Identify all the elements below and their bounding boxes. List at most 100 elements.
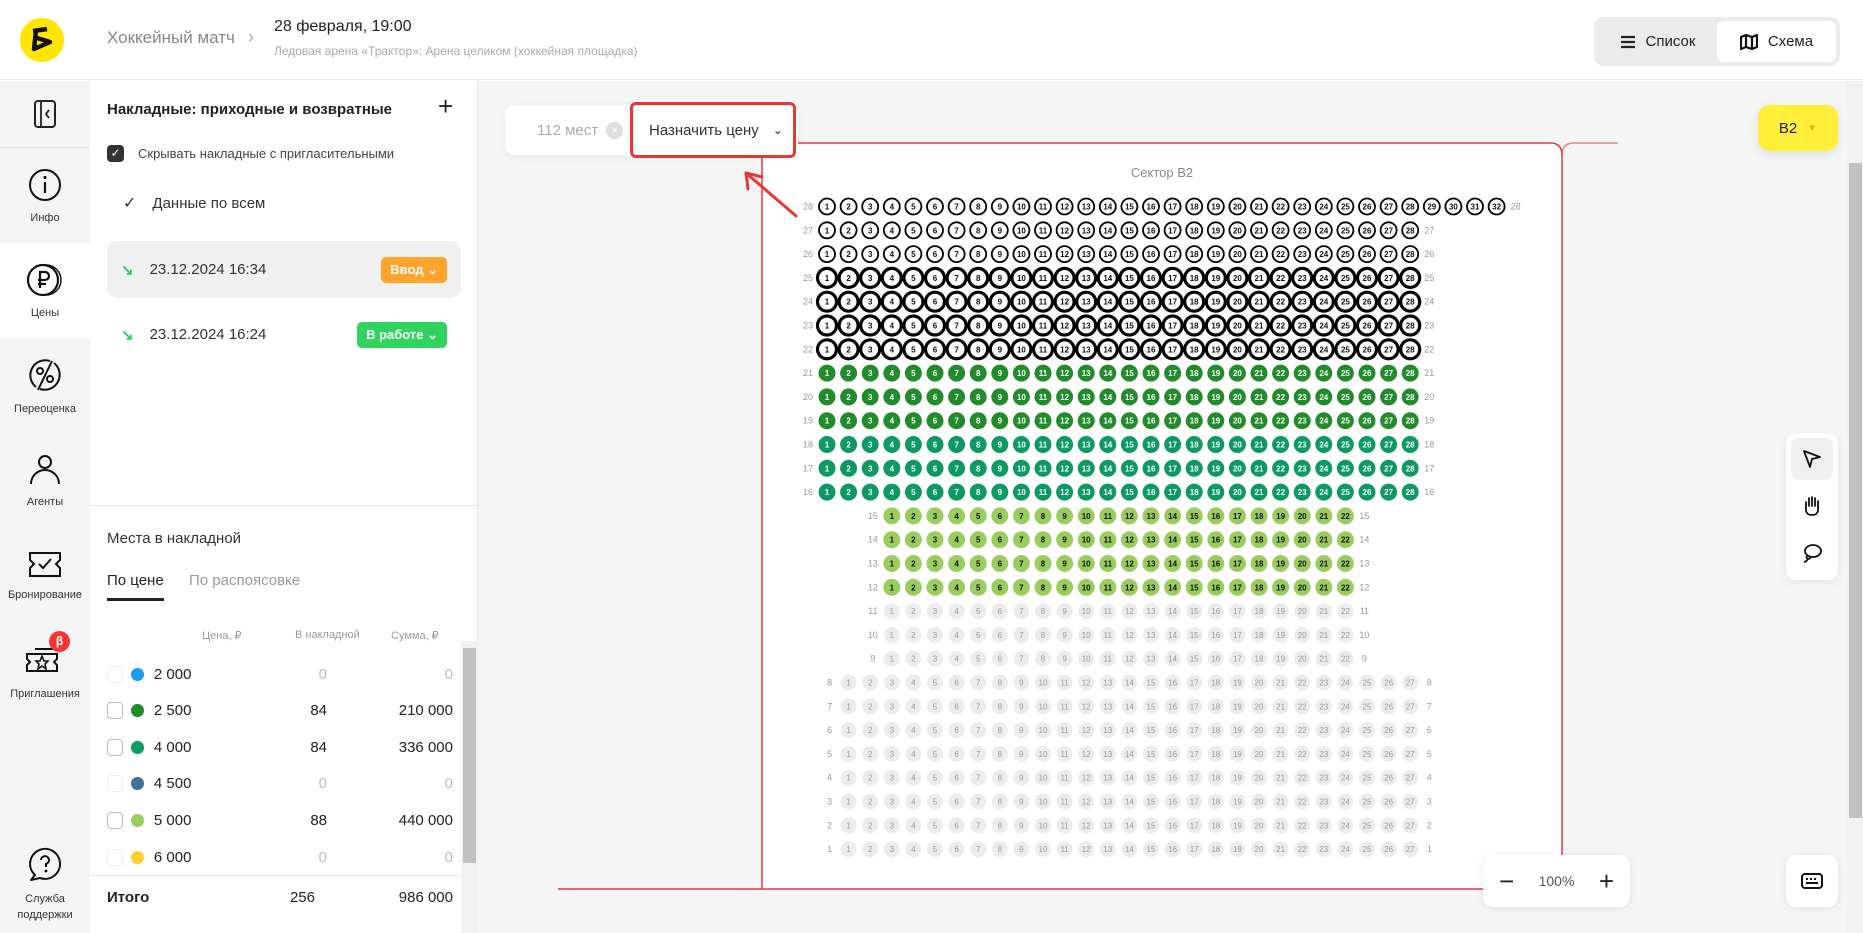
seat[interactable] xyxy=(1380,483,1398,501)
price-row-checkbox[interactable] xyxy=(107,702,124,720)
seat[interactable] xyxy=(1228,436,1246,453)
seat[interactable] xyxy=(1077,364,1095,382)
seat[interactable] xyxy=(1075,338,1098,361)
seat[interactable] xyxy=(1272,483,1290,501)
price-row[interactable]: 5 000 88 440 000 xyxy=(107,805,453,835)
seat[interactable] xyxy=(1251,745,1267,762)
seat[interactable] xyxy=(1164,674,1181,691)
seat[interactable] xyxy=(926,507,944,525)
seat[interactable] xyxy=(1399,290,1422,313)
seat[interactable] xyxy=(1293,436,1311,453)
keyboard-shortcuts-button[interactable] xyxy=(1786,855,1838,907)
seat[interactable] xyxy=(1207,817,1224,834)
seat[interactable] xyxy=(969,459,987,477)
seat[interactable] xyxy=(1294,603,1311,620)
seat[interactable] xyxy=(815,314,839,337)
seat[interactable] xyxy=(1401,412,1419,430)
seat[interactable] xyxy=(1186,626,1203,643)
seat[interactable] xyxy=(904,412,922,430)
seat[interactable] xyxy=(1204,266,1227,289)
seat[interactable] xyxy=(1121,603,1138,620)
seat[interactable] xyxy=(1228,412,1246,430)
seat[interactable] xyxy=(1379,245,1398,264)
seat[interactable] xyxy=(1251,841,1267,858)
price-row[interactable]: 2 500 84 210 000 xyxy=(107,696,453,726)
seat[interactable] xyxy=(1077,555,1095,572)
seat[interactable] xyxy=(1358,412,1376,430)
seat[interactable] xyxy=(1098,245,1117,264)
seat[interactable] xyxy=(1293,364,1311,382)
seat[interactable] xyxy=(902,314,925,337)
seat[interactable] xyxy=(945,338,968,361)
seat[interactable] xyxy=(926,388,944,406)
seat[interactable] xyxy=(1053,314,1076,337)
seat[interactable] xyxy=(1056,531,1074,549)
seat[interactable] xyxy=(948,459,966,477)
seat[interactable] xyxy=(1143,817,1159,834)
seat[interactable] xyxy=(948,722,965,739)
seat[interactable] xyxy=(1013,841,1030,858)
seat[interactable] xyxy=(1078,817,1095,834)
seat[interactable] xyxy=(1034,388,1052,406)
seat[interactable] xyxy=(948,674,965,691)
seat[interactable] xyxy=(1207,841,1224,858)
seat[interactable] xyxy=(1142,221,1160,240)
seat[interactable] xyxy=(883,674,900,691)
assign-price-dropdown[interactable]: Назначить цену ⌄ xyxy=(630,102,796,158)
seat[interactable] xyxy=(1229,698,1246,715)
seat[interactable] xyxy=(1142,388,1160,406)
seat[interactable] xyxy=(991,578,1009,596)
seat[interactable] xyxy=(883,507,901,525)
sidebar-item-revaluation[interactable]: Переоценка xyxy=(0,338,90,433)
seat[interactable] xyxy=(1334,338,1357,361)
seat[interactable] xyxy=(1013,745,1030,762)
seat[interactable] xyxy=(1291,266,1314,289)
seat[interactable] xyxy=(948,841,965,858)
seat[interactable] xyxy=(1186,745,1203,762)
price-row[interactable]: 6 000 0 0 xyxy=(107,842,453,872)
seat[interactable] xyxy=(1380,364,1398,382)
seat[interactable] xyxy=(1315,364,1333,382)
seat[interactable] xyxy=(1229,674,1246,691)
seat[interactable] xyxy=(1272,745,1289,762)
seat[interactable] xyxy=(1163,221,1182,240)
seat[interactable] xyxy=(948,626,965,643)
seat[interactable] xyxy=(1379,197,1398,216)
seat[interactable] xyxy=(1186,650,1203,667)
seat[interactable] xyxy=(1099,603,1116,620)
seat[interactable] xyxy=(1185,531,1203,549)
seat[interactable] xyxy=(1228,459,1246,477)
seat[interactable] xyxy=(1031,266,1055,289)
seat[interactable] xyxy=(1269,338,1292,361)
seat[interactable] xyxy=(1380,412,1398,430)
seat[interactable] xyxy=(840,722,857,739)
all-data-item[interactable]: ✓ Данные по всем xyxy=(123,193,265,213)
seat[interactable] xyxy=(1207,793,1224,810)
seat[interactable] xyxy=(1315,388,1333,406)
seat[interactable] xyxy=(1142,364,1160,382)
seat[interactable] xyxy=(1185,578,1203,596)
seat[interactable] xyxy=(880,290,903,313)
seat[interactable] xyxy=(1336,221,1355,240)
select-tool-button[interactable] xyxy=(1791,438,1833,480)
seat[interactable] xyxy=(1206,245,1225,264)
seat[interactable] xyxy=(1012,388,1030,406)
seat[interactable] xyxy=(1250,531,1268,549)
seat[interactable] xyxy=(1207,531,1225,549)
seat[interactable] xyxy=(1334,266,1357,289)
seat[interactable] xyxy=(1099,578,1117,596)
seat[interactable] xyxy=(1272,841,1289,858)
seat[interactable] xyxy=(1336,459,1354,477)
seat[interactable] xyxy=(1013,698,1030,715)
seat[interactable] xyxy=(1402,841,1419,858)
seat[interactable] xyxy=(1293,388,1311,406)
seat[interactable] xyxy=(927,698,943,715)
seat[interactable] xyxy=(1377,266,1400,289)
seat[interactable] xyxy=(1229,793,1246,810)
seat[interactable] xyxy=(1401,364,1419,382)
price-row[interactable]: 2 000 0 0 xyxy=(107,659,453,689)
seat[interactable] xyxy=(1121,650,1138,667)
seat[interactable] xyxy=(1401,459,1419,477)
seat[interactable] xyxy=(1013,793,1030,810)
seat[interactable] xyxy=(1034,436,1052,453)
